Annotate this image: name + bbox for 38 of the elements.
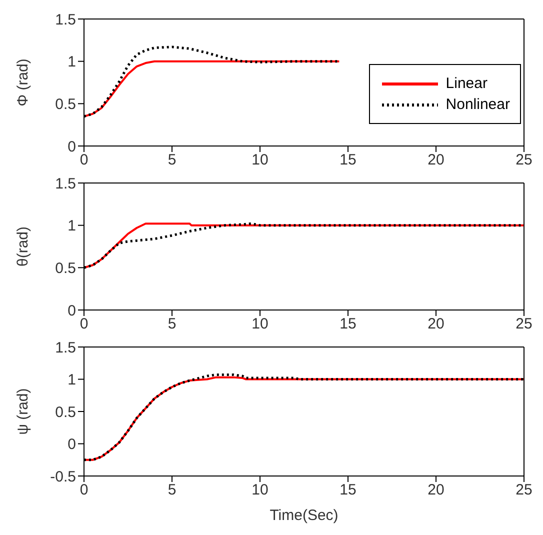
y-tick-label: 1 [68,54,76,71]
y-tick-label: 0 [68,138,76,156]
x-tick-label: 25 [516,152,532,169]
x-tick-label: 0 [80,482,88,499]
x-tick-label: 10 [252,316,268,333]
x-tick-label: 10 [252,152,268,169]
x-tick-label: 25 [516,482,532,499]
y-tick-label: 0 [68,436,76,454]
y-tick-label: 1 [68,218,76,235]
x-tick-label: 5 [168,482,176,499]
y-tick-label: -0.5 [50,468,76,486]
x-tick-label: 0 [80,316,88,333]
y-tick-label: 0.5 [55,96,76,113]
y-tick-label: 1.5 [55,339,76,356]
y-tick-label: 0 [68,302,76,320]
x-tick-label: 20 [428,316,444,333]
x-tick-label: 0 [80,152,88,169]
y-tick-label: 1 [68,372,76,389]
y-tick-label: 1.5 [55,11,76,28]
y-axis-title: θ(rad) [14,226,32,267]
x-tick-label: 10 [252,482,268,499]
line-series [84,60,340,118]
x-tick-label: 15 [340,316,356,333]
x-tick-label: 15 [340,152,356,169]
legend-label: Linear [446,75,488,92]
x-tick-label: 15 [340,482,356,499]
x-tick-label: 20 [428,482,444,499]
x-tick-label: 25 [516,316,532,333]
x-axis-title: Time(Sec) [270,507,338,524]
y-tick-label: 1.5 [55,175,76,192]
legend-label: Nonlinear [446,96,510,113]
x-tick-label: 20 [428,152,444,169]
y-tick-label: 0.5 [55,404,76,421]
x-tick-label: 5 [168,316,176,333]
x-tick-label: 5 [168,152,176,169]
y-axis-title: Φ (rad) [14,58,32,106]
y-tick-label: 0.5 [55,260,76,277]
y-axis-title: ψ (rad) [14,388,32,435]
